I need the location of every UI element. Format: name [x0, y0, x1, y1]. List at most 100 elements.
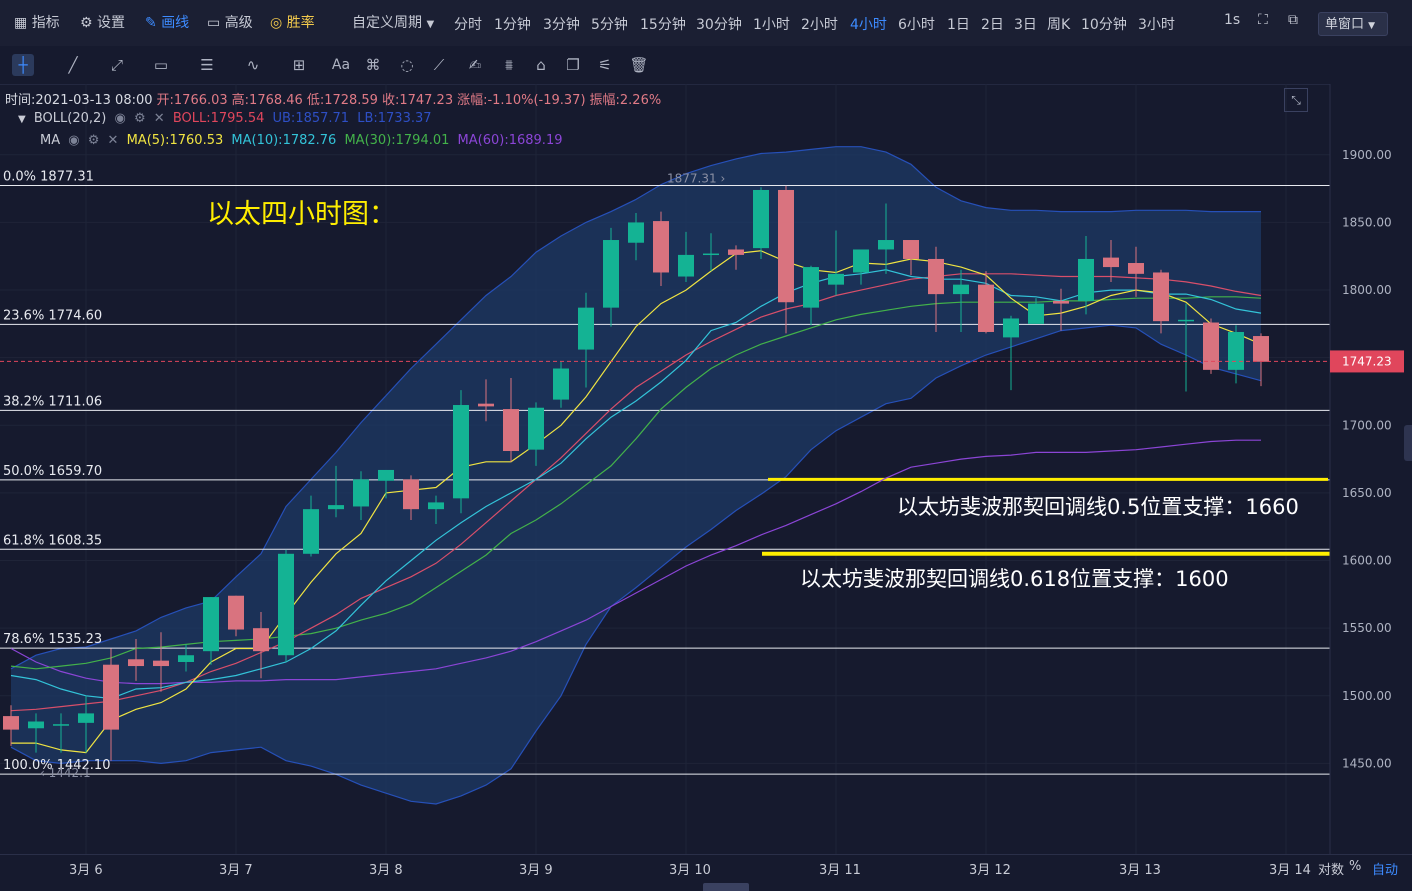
ma10-value: MA(10):1782.76: [231, 133, 337, 148]
draw-line-button[interactable]: ✎ 画线: [145, 12, 189, 32]
trendline-icon[interactable]: ╱: [68, 56, 78, 74]
candle-body: [303, 509, 319, 554]
boll-name: BOLL(20,2): [33, 111, 107, 126]
time-tick-6: 3月 12: [969, 863, 1011, 878]
settings-button[interactable]: ⚙ 设置: [80, 12, 125, 32]
ma60-value: MA(60):1689.19: [457, 133, 563, 148]
close-icon[interactable]: ✕: [107, 133, 119, 148]
fib-icon[interactable]: ⌘: [365, 56, 381, 74]
price-tick-0: 1900.00: [1342, 148, 1392, 162]
period-tab-8[interactable]: 4小时: [850, 17, 887, 33]
price-tick-2: 1800.00: [1342, 283, 1392, 297]
candle-body: [128, 659, 144, 667]
ray-icon[interactable]: ⤢: [110, 56, 123, 74]
period-tab-2[interactable]: 3分钟: [543, 17, 580, 33]
lock-icon[interactable]: ⌂: [536, 56, 546, 74]
period-tab-3[interactable]: 5分钟: [591, 17, 628, 33]
candle-body: [328, 505, 344, 510]
price-tick-1: 1850.00: [1342, 215, 1392, 229]
indicator-button[interactable]: ▦ 指标: [14, 12, 60, 32]
period-tab-11[interactable]: 2日: [981, 17, 1004, 33]
candle-body: [1203, 322, 1219, 370]
eye-icon[interactable]: ◉: [68, 133, 80, 148]
candle-body: [878, 240, 894, 250]
parallel-icon[interactable]: ☰: [200, 56, 214, 74]
draw-line-label: 画线: [161, 15, 190, 31]
wave-icon[interactable]: ∿: [246, 56, 260, 74]
boll-ub-value: UB:1857.71: [272, 111, 350, 126]
win-rate-button[interactable]: ◎ 胜率: [270, 12, 315, 32]
period-tab-12[interactable]: 3日: [1014, 17, 1037, 33]
rectangle-icon[interactable]: ▭: [153, 56, 169, 74]
period-tab-0[interactable]: 分时: [454, 17, 482, 33]
circle-icon[interactable]: ◌: [400, 56, 414, 74]
top-bar: ▦ 指标 ⚙ 设置 ✎ 画线 ▭ 高级 ◎ 胜率 自定义周期 ▼ 分时 1分钟 3分…: [0, 0, 1412, 47]
period-tab-14[interactable]: 10分钟: [1081, 17, 1127, 33]
fib-label-5: 78.6% 1535.23: [3, 632, 102, 647]
candle-body: [1028, 303, 1044, 324]
expand-icon[interactable]: ⤡: [1284, 88, 1308, 112]
low-marker: ‹ 1442.1: [40, 766, 91, 780]
fib-label-6: 100.0% 1442.10: [3, 758, 110, 773]
pen-icon[interactable]: ✍: [468, 56, 482, 74]
gear-icon[interactable]: ⚙: [87, 133, 100, 148]
period-tab-10[interactable]: 1日: [947, 17, 970, 33]
candle-body: [153, 660, 169, 667]
crosshair-icon[interactable]: ┼: [12, 54, 34, 76]
percent-toggle[interactable]: %: [1349, 859, 1362, 874]
time-tick-8: 3月 14: [1269, 863, 1311, 878]
window-mode-dropdown[interactable]: 单窗口 ▼: [1318, 12, 1388, 36]
bollinger-upper-line: [10, 146, 1261, 670]
price-tick-6: 1600.00: [1342, 554, 1392, 568]
auto-scale-toggle[interactable]: 自动: [1372, 863, 1399, 878]
candle-body: [778, 189, 794, 303]
candle-body: [378, 469, 394, 481]
period-tab-15[interactable]: 3小时: [1138, 17, 1175, 33]
popout-icon[interactable]: ⧉: [1288, 12, 1298, 28]
price-tick-4: 1700.00: [1342, 418, 1392, 432]
custom-period-dropdown[interactable]: 自定义周期 ▼: [352, 12, 434, 32]
period-tab-9[interactable]: 6小时: [898, 17, 935, 33]
custom-period-label: 自定义周期: [352, 15, 422, 31]
win-rate-label: 胜率: [286, 15, 315, 31]
candle-body: [578, 307, 594, 350]
candle-body: [1003, 318, 1019, 338]
right-panel-handle[interactable]: [1404, 425, 1412, 461]
period-tab-1[interactable]: 1分钟: [494, 17, 531, 33]
chevron-down-icon: ▼: [426, 19, 435, 30]
scroll-handle[interactable]: [703, 883, 749, 891]
pattern-icon[interactable]: ⩩: [504, 56, 513, 74]
period-tab-7[interactable]: 2小时: [801, 17, 838, 33]
candle-body: [728, 249, 744, 255]
chart-settings-icon[interactable]: ⚟: [598, 56, 612, 74]
ma-name: MA: [40, 133, 61, 148]
text-icon[interactable]: Aa: [331, 57, 351, 73]
time-tick-0: 3月 6: [69, 863, 103, 878]
period-tab-13[interactable]: 周K: [1047, 17, 1071, 33]
interval-selector[interactable]: 1s: [1224, 12, 1241, 28]
fullscreen-icon[interactable]: ⛶: [1258, 12, 1268, 28]
gear-icon[interactable]: ⚙: [133, 111, 146, 126]
copy-icon[interactable]: ❐: [566, 56, 580, 74]
chart-title-annotation: 以太四小时图：: [207, 199, 396, 230]
log-scale-toggle[interactable]: 对数: [1318, 863, 1345, 878]
ohlc-change: 涨幅:-1.10%(-19.37): [457, 93, 586, 108]
candle-body: [928, 258, 944, 295]
measure-icon[interactable]: ⊞: [292, 56, 306, 74]
time-tick-4: 3月 10: [669, 863, 711, 878]
advanced-button[interactable]: ▭ 高级: [207, 12, 253, 32]
chevron-down-icon: ▼: [1368, 21, 1376, 31]
period-tab-4[interactable]: 15分钟: [640, 17, 686, 33]
candle-body: [28, 721, 44, 729]
time-axis: 3月 6 3月 7 3月 8 3月 9 3月 10 3月 11 3月 12 3月 13 3月 1…: [0, 854, 1412, 891]
close-icon[interactable]: ✕: [153, 111, 165, 126]
period-tab-6[interactable]: 1小时: [753, 17, 790, 33]
trash-icon[interactable]: 🗑: [629, 56, 649, 74]
ruler-icon[interactable]: ⟋: [433, 56, 445, 74]
eye-icon[interactable]: ◉: [114, 111, 126, 126]
period-tab-5[interactable]: 30分钟: [696, 17, 742, 33]
candle-body: [78, 713, 94, 723]
boll-mid-line: [10, 273, 1262, 712]
candlestick-chart[interactable]: 0.0% 1877.31 23.6% 1774.60 38.2% 1711.06 50…: [0, 84, 1412, 854]
collapse-icon[interactable]: ▼: [18, 114, 26, 125]
